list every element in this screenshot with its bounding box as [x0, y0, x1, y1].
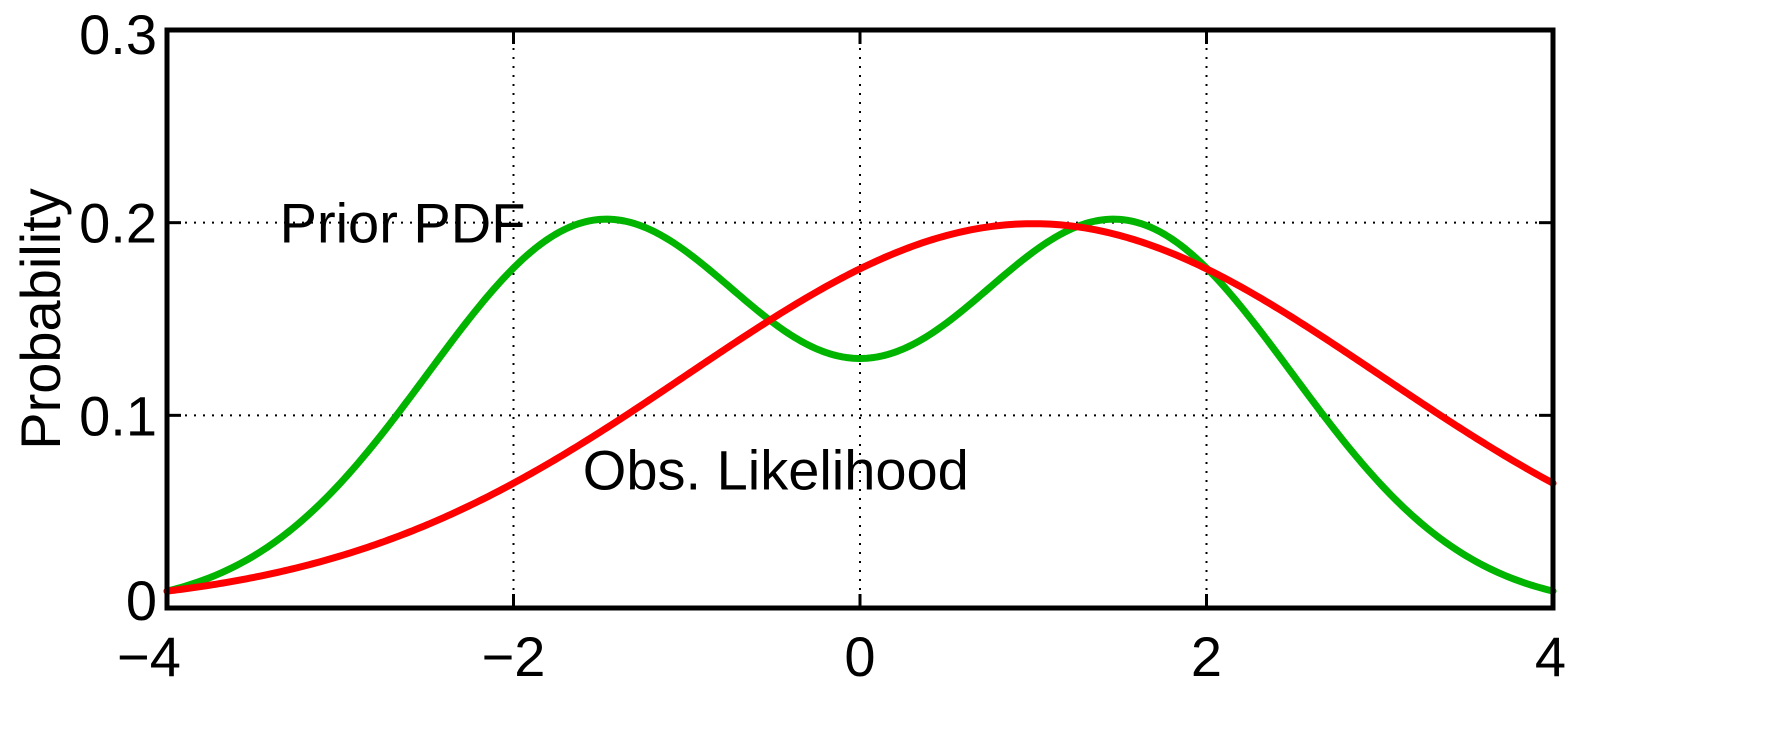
series-layer [163, 215, 1557, 595]
grid [167, 30, 1553, 608]
annotations: Prior PDF Obs. Likelihood [280, 192, 969, 502]
series-line-0 [163, 215, 1557, 595]
x-tick-label-0: −4 [117, 625, 181, 688]
y-tick-label-0: 0 [126, 569, 157, 632]
annotation-0: Prior PDF [280, 192, 526, 255]
y-tick-label-1: 0.1 [79, 384, 157, 447]
y-tick-label-2: 0.2 [79, 192, 157, 255]
ticks: −4 −2 0 2 4 0 0.1 0.2 0.3 [79, 3, 1566, 688]
annotation-1: Obs. Likelihood [583, 438, 969, 501]
x-tick-label-1: −2 [482, 625, 546, 688]
series-line-1 [163, 220, 1557, 595]
y-axis-label: Probability [9, 188, 72, 449]
x-tick-label-2: 0 [844, 625, 875, 688]
y-tick-label-3: 0.3 [79, 3, 157, 66]
x-tick-label-3: 2 [1191, 625, 1222, 688]
x-tick-label-4: 4 [1535, 625, 1566, 688]
